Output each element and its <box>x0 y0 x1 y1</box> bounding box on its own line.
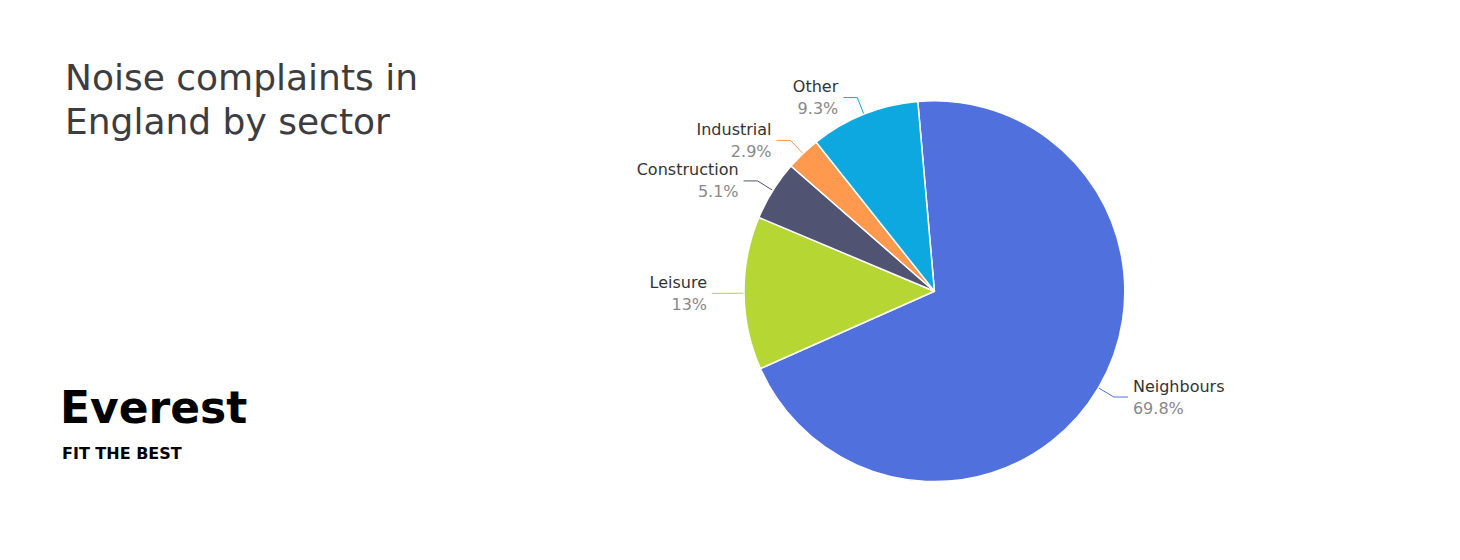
svg-text:69.8%: 69.8% <box>1133 399 1184 418</box>
svg-text:Noise complaints in: Noise complaints in <box>65 57 418 98</box>
svg-text:Everest: Everest <box>60 382 247 433</box>
svg-text:Leisure: Leisure <box>650 273 707 292</box>
svg-text:9.3%: 9.3% <box>798 99 839 118</box>
svg-text:Construction: Construction <box>637 160 739 179</box>
svg-text:5.1%: 5.1% <box>698 182 739 201</box>
svg-text:2.9%: 2.9% <box>731 142 772 161</box>
svg-text:13%: 13% <box>671 295 707 314</box>
svg-text:England by sector: England by sector <box>65 101 390 142</box>
svg-text:Neighbours: Neighbours <box>1133 377 1225 396</box>
svg-text:FIT THE BEST: FIT THE BEST <box>62 444 182 463</box>
svg-text:Industrial: Industrial <box>696 120 771 139</box>
svg-text:Other: Other <box>793 77 839 96</box>
